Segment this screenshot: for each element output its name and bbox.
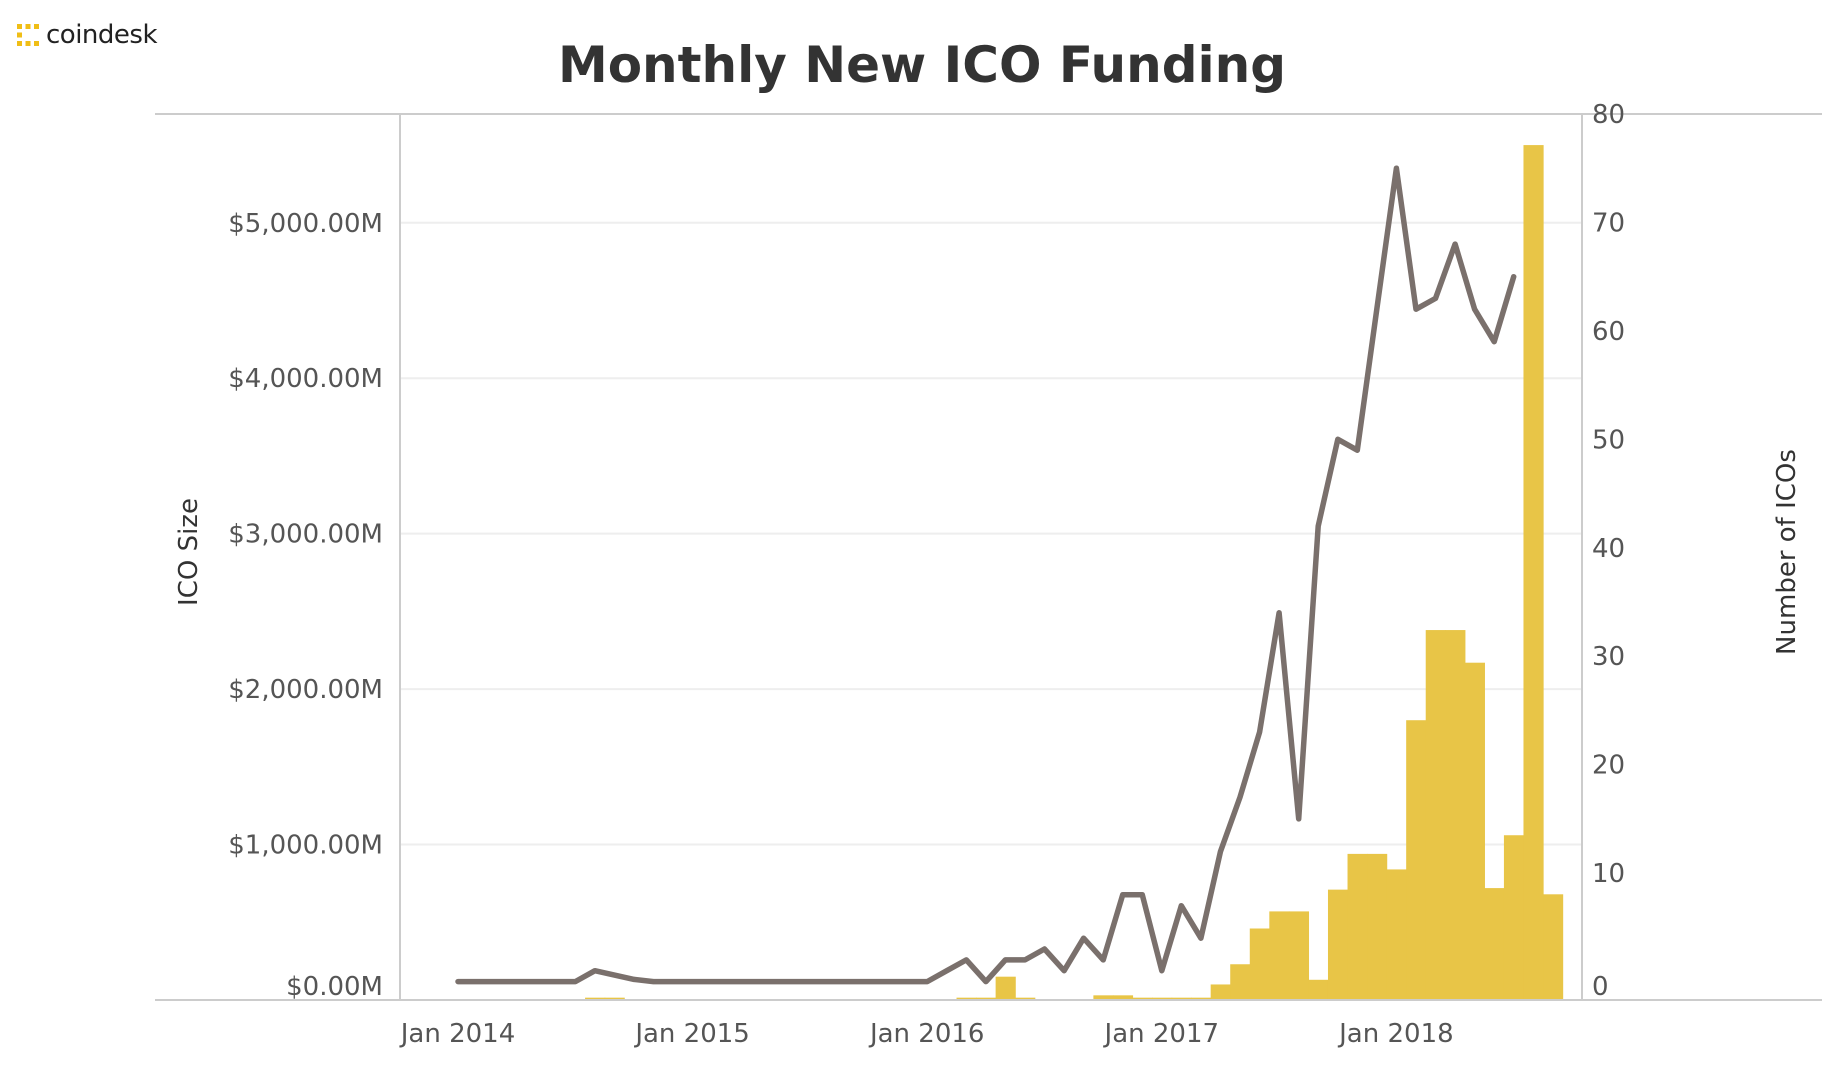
right-tick-label: 20 <box>1592 751 1625 781</box>
x-tick-label: Jan 2015 <box>633 1019 750 1049</box>
left-tick-label: $0.00M <box>286 972 383 1002</box>
bar <box>1112 995 1134 1000</box>
bar <box>1093 995 1114 1000</box>
bar <box>604 997 625 1000</box>
bar <box>1269 911 1290 1000</box>
bar <box>1425 630 1446 1000</box>
bar <box>1543 894 1564 1000</box>
left-axis-title: ICO Size <box>174 498 204 606</box>
bar <box>1230 964 1251 1000</box>
bar <box>1406 720 1427 1000</box>
bar <box>1171 997 1192 1000</box>
left-tick-label: $3,000.00M <box>228 520 383 550</box>
bar <box>1152 997 1173 1000</box>
right-axis-ticks: 0 10 20 30 40 50 60 70 80 <box>1592 100 1625 1002</box>
bar <box>1347 853 1368 1000</box>
bar <box>1327 889 1349 1000</box>
bar <box>1503 835 1525 1000</box>
bar <box>1308 979 1329 1000</box>
bar <box>1288 911 1310 1000</box>
axes <box>155 113 1822 1001</box>
line-series <box>455 165 1517 985</box>
left-tick-label: $5,000.00M <box>228 209 383 239</box>
bar <box>995 976 1016 1000</box>
right-tick-label: 70 <box>1592 208 1625 238</box>
right-tick-label: 50 <box>1592 425 1625 455</box>
bar <box>1445 630 1466 1000</box>
right-tick-label: 60 <box>1592 317 1625 347</box>
bar <box>1367 853 1388 1000</box>
left-tick-label: $2,000.00M <box>228 675 383 705</box>
bar <box>1015 997 1036 1000</box>
bar <box>1386 869 1407 1000</box>
left-tick-label: $4,000.00M <box>228 364 383 394</box>
coindesk-mark-icon <box>17 24 39 46</box>
bar-series <box>585 145 1564 1001</box>
bar <box>956 997 977 1000</box>
line-number-of-icos <box>455 165 1517 985</box>
left-axis-ticks: $0.00M $1,000.00M $2,000.00M $3,000.00M $4,0… <box>228 209 383 1002</box>
grid-lines <box>400 221 1582 846</box>
left-tick-label: $1,000.00M <box>228 831 383 861</box>
right-axis-title: Number of ICOs <box>1772 449 1802 655</box>
x-tick-label: Jan 2017 <box>1103 1019 1220 1049</box>
bar <box>1249 928 1270 1000</box>
x-axis-ticks: Jan 2014 Jan 2015 Jan 2016 Jan 2017 Jan 2018 <box>399 1019 1454 1049</box>
bar <box>585 997 606 1000</box>
chart-title: Monthly New ICO Funding <box>557 36 1287 94</box>
right-tick-label: 30 <box>1592 642 1625 672</box>
x-tick-label: Jan 2016 <box>868 1019 985 1049</box>
bar <box>976 997 997 1000</box>
bar <box>1484 888 1505 1000</box>
bar <box>1191 997 1212 1000</box>
bar <box>1523 145 1544 1001</box>
bar <box>1464 662 1485 1000</box>
right-tick-label: 0 <box>1592 972 1609 1002</box>
coindesk-wordmark: coindesk <box>46 20 158 50</box>
right-tick-label: 40 <box>1592 534 1625 564</box>
bar <box>1132 997 1153 1000</box>
right-tick-label: 80 <box>1592 100 1625 130</box>
bar <box>1210 984 1231 1000</box>
coindesk-logo[interactable]: coindesk <box>16 20 158 50</box>
x-tick-label: Jan 2014 <box>399 1019 516 1049</box>
right-tick-label: 10 <box>1592 859 1625 889</box>
x-tick-label: Jan 2018 <box>1337 1019 1454 1049</box>
